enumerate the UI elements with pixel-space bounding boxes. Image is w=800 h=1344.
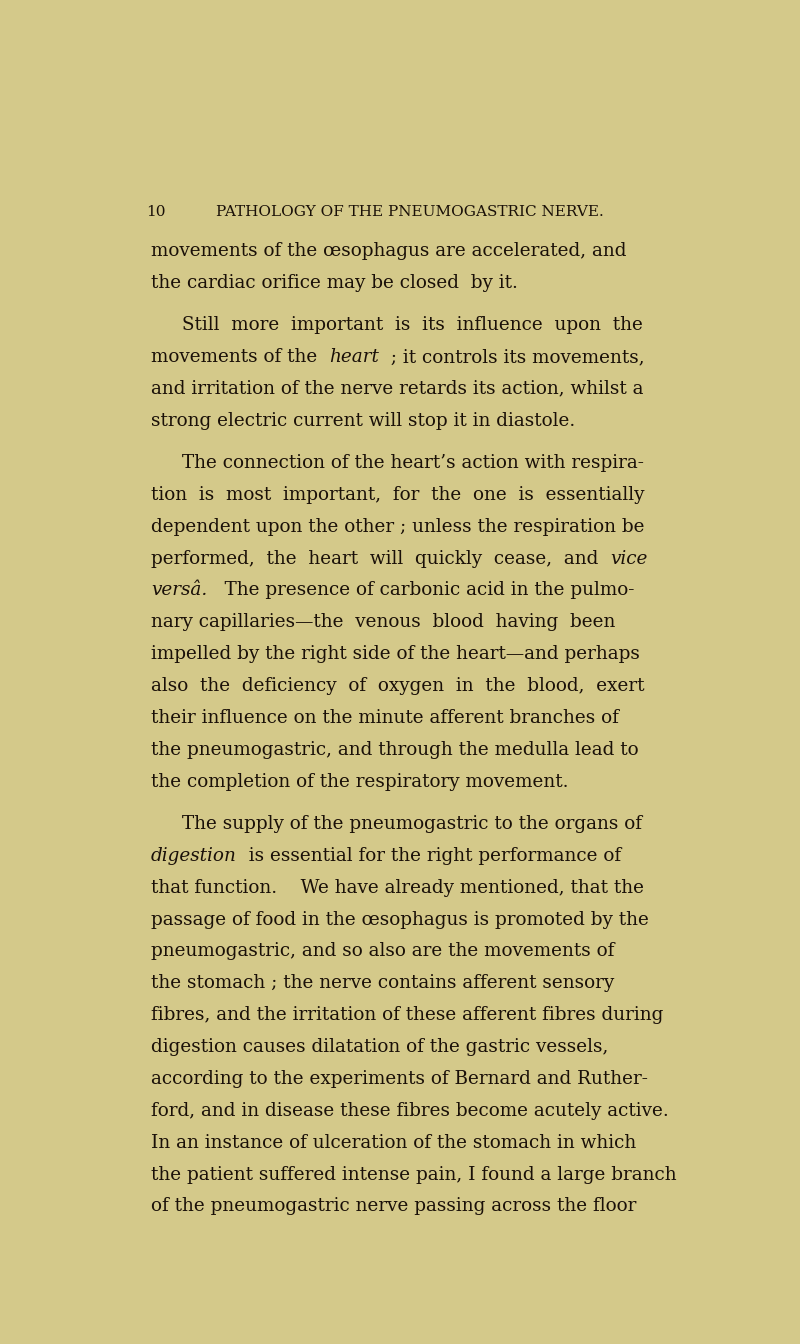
Text: pneumogastric, and so also are the movements of: pneumogastric, and so also are the movem… [151,942,614,961]
Text: of the pneumogastric nerve passing across the floor: of the pneumogastric nerve passing acros… [151,1198,636,1215]
Text: fibres, and the irritation of these afferent fibres during: fibres, and the irritation of these affe… [151,1007,663,1024]
Text: that function.    We have already mentioned, that the: that function. We have already mentioned… [151,879,644,896]
Text: dependent upon the other ; unless the respiration be: dependent upon the other ; unless the re… [151,517,644,536]
Text: movements of the œsophagus are accelerated, and: movements of the œsophagus are accelerat… [151,242,626,259]
Text: The presence of carbonic acid in the pulmo-: The presence of carbonic acid in the pul… [207,582,634,599]
Text: versâ.: versâ. [151,582,207,599]
Text: digestion causes dilatation of the gastric vessels,: digestion causes dilatation of the gastr… [151,1038,608,1056]
Text: In an instance of ulceration of the stomach in which: In an instance of ulceration of the stom… [151,1133,636,1152]
Text: ford, and in disease these fibres become acutely active.: ford, and in disease these fibres become… [151,1102,669,1120]
Text: digestion: digestion [151,847,237,864]
Text: performed,  the  heart  will  quickly  cease,  and: performed, the heart will quickly cease,… [151,550,610,567]
Text: tion  is  most  important,  for  the  one  is  essentially: tion is most important, for the one is e… [151,485,644,504]
Text: Still  more  important  is  its  influence  upon  the: Still more important is its influence up… [182,316,642,335]
Text: passage of food in the œsophagus is promoted by the: passage of food in the œsophagus is prom… [151,910,649,929]
Text: their influence on the minute afferent branches of: their influence on the minute afferent b… [151,708,618,727]
Text: and irritation of the nerve retards its action, whilst a: and irritation of the nerve retards its … [151,380,643,398]
Text: the stomach ; the nerve contains afferent sensory: the stomach ; the nerve contains afferen… [151,974,614,992]
Text: according to the experiments of Bernard and Ruther-: according to the experiments of Bernard … [151,1070,648,1087]
Text: nary capillaries—the  venous  blood  having  been: nary capillaries—the venous blood having… [151,613,615,632]
Text: the cardiac orifice may be closed  by it.: the cardiac orifice may be closed by it. [151,274,518,292]
Text: also  the  deficiency  of  oxygen  in  the  blood,  exert: also the deficiency of oxygen in the blo… [151,677,644,695]
Text: the patient suffered intense pain, I found a large branch: the patient suffered intense pain, I fou… [151,1165,677,1184]
Text: movements of the: movements of the [151,348,329,366]
Text: is essential for the right performance of: is essential for the right performance o… [237,847,621,864]
Text: the completion of the respiratory movement.: the completion of the respiratory moveme… [151,773,568,790]
Text: vice: vice [610,550,647,567]
Text: 10: 10 [146,204,166,219]
Text: heart: heart [329,348,378,366]
Text: The supply of the pneumogastric to the organs of: The supply of the pneumogastric to the o… [182,814,642,833]
Text: the pneumogastric, and through the medulla lead to: the pneumogastric, and through the medul… [151,741,638,759]
Text: impelled by the right side of the heart—and perhaps: impelled by the right side of the heart—… [151,645,640,663]
Text: strong electric current will stop it in diastole.: strong electric current will stop it in … [151,411,575,430]
Text: The connection of the heart’s action with respira-: The connection of the heart’s action wit… [182,454,644,472]
Text: ; it controls its movements,: ; it controls its movements, [378,348,644,366]
Text: PATHOLOGY OF THE PNEUMOGASTRIC NERVE.: PATHOLOGY OF THE PNEUMOGASTRIC NERVE. [216,204,604,219]
